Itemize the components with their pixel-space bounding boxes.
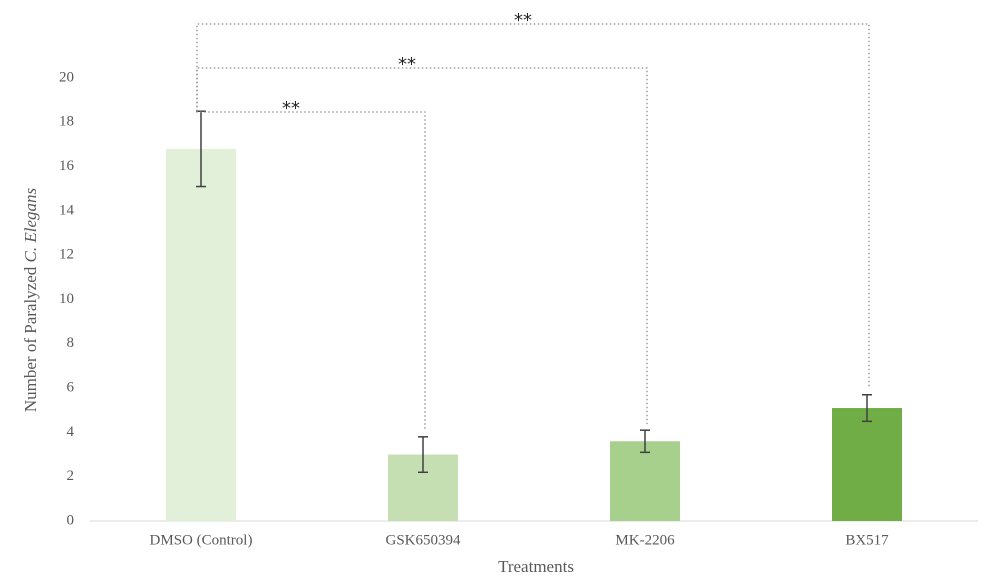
x-tick-label: MK-2206: [615, 532, 675, 548]
y-axis-label: Number of Paralyzed C. Elegans: [21, 187, 40, 412]
bar: [610, 441, 680, 521]
x-tick-label: BX517: [845, 532, 889, 548]
y-tick-label: 20: [59, 69, 74, 85]
x-tick-label: DMSO (Control): [150, 532, 253, 548]
significance-label: **: [282, 98, 300, 119]
bar: [832, 408, 902, 521]
bar: [166, 148, 236, 521]
significance-bracket: [196, 111, 426, 431]
y-tick-label: 14: [59, 202, 75, 218]
y-tick-label: 18: [59, 114, 74, 130]
significance-label: **: [514, 10, 532, 31]
x-tick-label: GSK650394: [385, 532, 461, 548]
y-tick-label: 0: [67, 512, 75, 528]
significance-bracket: [196, 67, 648, 425]
y-tick-label: 10: [59, 291, 74, 307]
y-tick-label: 4: [67, 424, 75, 440]
y-tick-label: 12: [59, 247, 74, 263]
y-tick-label: 6: [67, 380, 75, 396]
y-axis-label-italic: C. Elegans: [21, 187, 40, 262]
x-axis-label: Treatments: [498, 557, 574, 576]
y-tick-label: 8: [67, 335, 75, 351]
significance-label: **: [398, 54, 416, 75]
y-tick-label: 16: [59, 158, 75, 174]
significance-bracket: [196, 23, 870, 389]
y-axis-label-text: Number of Paralyzed: [21, 266, 40, 412]
y-tick-label: 2: [67, 468, 75, 484]
